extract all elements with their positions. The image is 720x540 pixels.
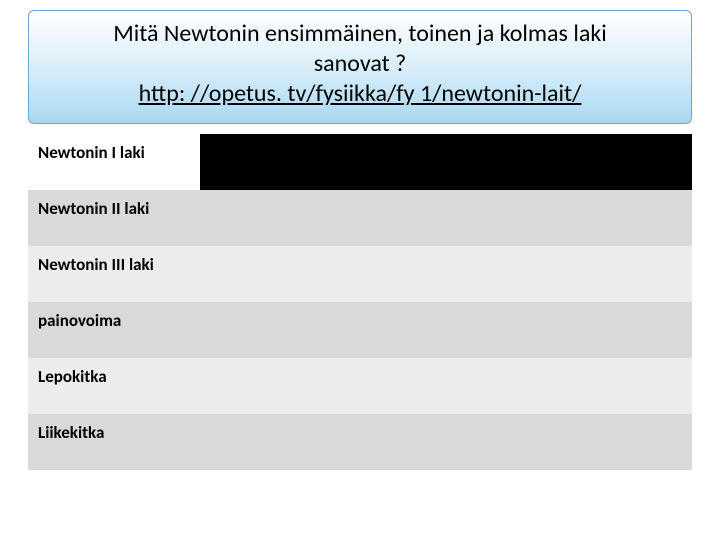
- row-content: [200, 134, 692, 190]
- row-label-painovoima: painovoima: [28, 302, 200, 358]
- title-link[interactable]: http: //opetus. tv/fysiikka/fy 1/newtoni…: [139, 79, 582, 108]
- row-content: [200, 246, 692, 302]
- slide: Mitä Newtonin ensimmäinen, toinen ja kol…: [0, 0, 720, 540]
- table-row: Newtonin III laki: [28, 246, 692, 302]
- row-content: [200, 302, 692, 358]
- row-label-newton-3: Newtonin III laki: [28, 246, 200, 302]
- table-row: Newtonin I laki: [28, 134, 692, 190]
- table-row: Lepokitka: [28, 358, 692, 414]
- table-row: painovoima: [28, 302, 692, 358]
- table-row: Liikekitka: [28, 414, 692, 470]
- title-box: Mitä Newtonin ensimmäinen, toinen ja kol…: [28, 10, 692, 124]
- row-content: [200, 358, 692, 414]
- title-line-2: sanovat ?: [49, 49, 671, 79]
- title-line-1: Mitä Newtonin ensimmäinen, toinen ja kol…: [49, 19, 671, 49]
- row-label-liikekitka: Liikekitka: [28, 414, 200, 470]
- table-row: Newtonin II laki: [28, 190, 692, 246]
- row-label-lepokitka: Lepokitka: [28, 358, 200, 414]
- row-content: [200, 414, 692, 470]
- row-label-newton-2: Newtonin II laki: [28, 190, 200, 246]
- row-content: [200, 190, 692, 246]
- row-label-newton-1: Newtonin I laki: [28, 134, 200, 190]
- content-table: Newtonin I laki Newtonin II laki Newtoni…: [28, 134, 692, 470]
